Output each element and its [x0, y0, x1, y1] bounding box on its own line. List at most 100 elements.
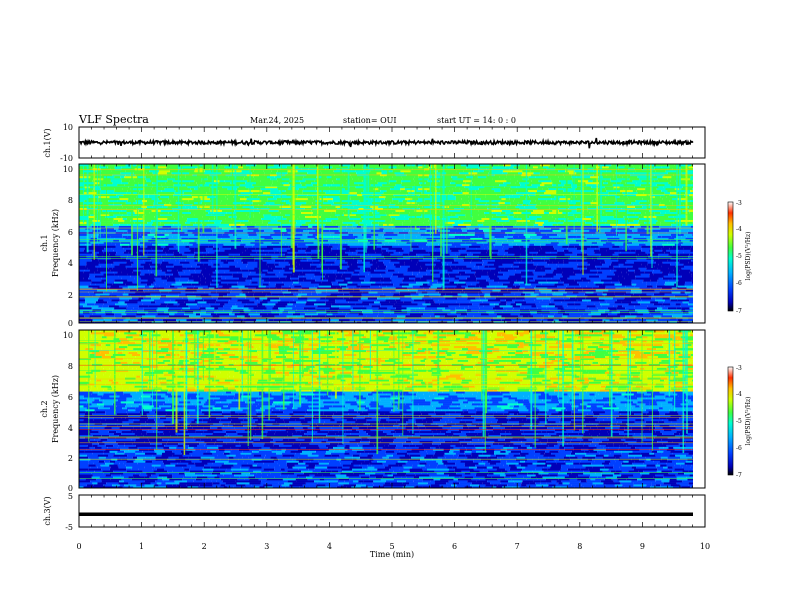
spectrogram-cell — [479, 307, 493, 310]
spectrogram-cell — [98, 197, 111, 201]
spectrogram-cell — [427, 293, 441, 296]
spectrogram-cell — [660, 305, 665, 308]
spectrogram-cell — [371, 189, 376, 193]
spectrogram-cell — [534, 243, 541, 246]
spectrogram-cell — [325, 261, 335, 264]
spectrogram-cell — [597, 241, 606, 244]
spectrogram-cell — [536, 253, 547, 256]
spectrogram-cell — [215, 269, 230, 272]
spectrogram-cell — [385, 267, 394, 270]
spectrogram-cell — [480, 319, 492, 322]
spectrogram-cell — [568, 245, 575, 248]
spectrogram-cell — [333, 197, 341, 201]
spectrogram-cell — [317, 293, 331, 296]
spectrogram-cell — [611, 227, 617, 230]
spectrogram-cell — [500, 301, 507, 304]
spectrogram-cell — [351, 273, 359, 276]
spectrogram-cell — [231, 289, 242, 292]
spectrogram-cell — [564, 299, 578, 302]
spectrogram-cell — [486, 201, 499, 205]
spectrogram-cell — [390, 253, 403, 256]
spectrogram-cell — [531, 275, 538, 278]
spectrogram-cell — [203, 211, 209, 214]
spectrogram-cell — [535, 191, 544, 195]
spectrogram-cell — [378, 265, 387, 268]
spectrogram-cell — [262, 269, 268, 272]
spectrogram-cell — [322, 183, 327, 187]
spectrogram-cell — [579, 283, 587, 286]
spectrogram-cell — [242, 273, 250, 276]
spectrogram-cell — [196, 319, 203, 322]
spectrogram-cell — [249, 217, 262, 220]
spectrogram-cell — [164, 287, 178, 290]
spectrogram-cell — [546, 307, 558, 310]
spectrogram-cell — [594, 219, 603, 222]
spectrogram-cell — [285, 265, 297, 268]
spectrogram-cell — [149, 285, 154, 288]
spectrogram-cell — [312, 207, 319, 210]
spectrogram-cell — [168, 291, 181, 294]
spectrogram-cell — [277, 185, 289, 189]
spectrogram-cell — [325, 277, 336, 280]
spectrogram-cell — [681, 235, 686, 238]
spectrogram-cell — [561, 301, 575, 304]
spectrogram-cell — [566, 285, 581, 288]
spectrogram-cell — [302, 217, 317, 220]
spectrogram-cell — [175, 279, 180, 282]
spectrogram-cell — [504, 281, 510, 284]
spectrogram-cell — [263, 241, 272, 244]
spectrogram-cell — [688, 321, 693, 324]
spectrogram-cell — [382, 287, 396, 290]
spectrogram-cell — [97, 299, 104, 302]
spectrogram-cell — [233, 227, 248, 230]
spectrogram-cell — [103, 241, 112, 244]
spectrogram-cell — [468, 305, 479, 308]
spectrogram-cell — [634, 225, 641, 228]
spectrogram-cell — [550, 227, 560, 230]
spectrogram-cell — [662, 249, 667, 252]
spectrogram-cell — [601, 253, 613, 256]
spectrogram-cell — [159, 285, 170, 288]
spectrogram-cell — [301, 211, 313, 214]
spectrogram-cell — [597, 319, 603, 322]
spectrogram-cell — [627, 219, 634, 222]
spectrogram-cell — [164, 233, 169, 236]
spectrogram-cell — [159, 297, 165, 300]
spectrogram-cell — [616, 191, 623, 195]
spectrogram-cell — [259, 297, 268, 300]
spectrogram-cell — [79, 183, 85, 187]
spectrogram-cell — [111, 299, 120, 302]
spectrogram-cell — [276, 287, 282, 290]
spectrogram-cell — [690, 207, 693, 210]
spectrogram-cell — [193, 223, 203, 226]
spectrogram-cell — [393, 263, 405, 266]
spectrogram-cell — [646, 291, 660, 294]
spectrogram-cell — [639, 223, 647, 226]
spectrogram-cell — [221, 209, 235, 212]
spectrogram-cell — [130, 275, 140, 278]
spectrogram-cell — [191, 265, 200, 268]
spectrogram-cell — [417, 303, 423, 306]
spectrogram-cell — [167, 217, 175, 220]
spectrogram-cell — [411, 297, 423, 300]
spectrogram-cell — [412, 315, 422, 318]
spectrogram-cell — [461, 189, 467, 193]
spectrogram-cell — [372, 211, 380, 214]
spectrogram-cell — [325, 217, 339, 220]
spectrogram-cell — [588, 313, 601, 316]
spectrogram-cell — [422, 303, 431, 306]
spectrogram-cell — [444, 249, 452, 252]
spectrogram-cell — [538, 223, 543, 226]
spectrogram-cell — [261, 181, 273, 185]
spectrogram-cell — [471, 269, 483, 272]
spectrogram-cell — [568, 211, 582, 214]
spectrogram-cell — [342, 219, 354, 222]
spectrogram-cell — [261, 271, 268, 274]
spectrogram-cell — [347, 283, 358, 286]
spectrogram-cell — [529, 239, 536, 242]
spectrogram-cell — [572, 251, 586, 254]
spectrogram-cell — [315, 219, 327, 222]
spectrogram-cell — [92, 221, 101, 224]
spectrogram-cell — [671, 235, 677, 238]
spectrogram-cell — [186, 319, 197, 322]
